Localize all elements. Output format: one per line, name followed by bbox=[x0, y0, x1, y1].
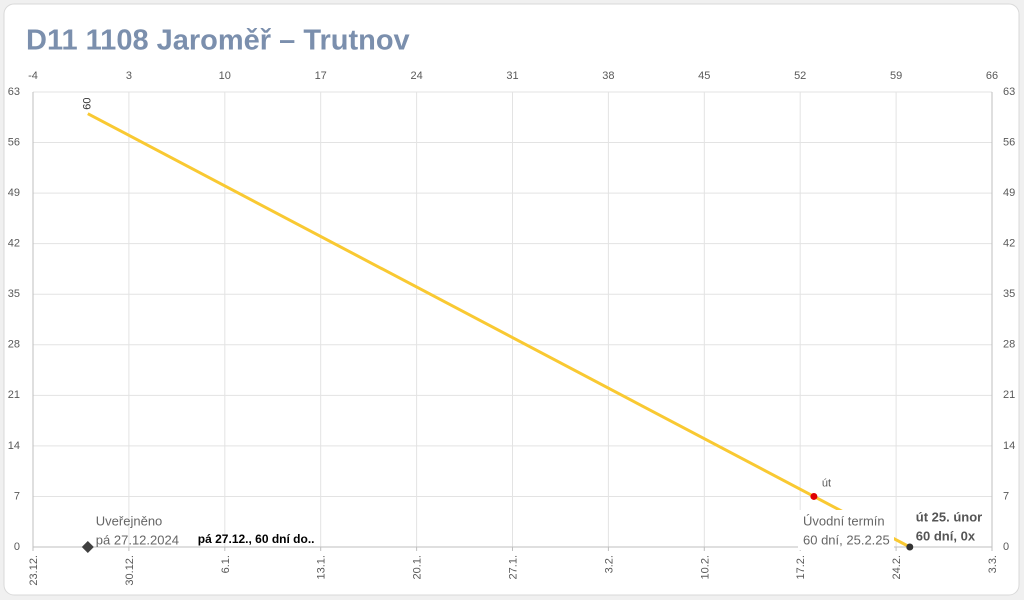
marker-label: út 25. únor bbox=[916, 509, 982, 524]
marker bbox=[81, 541, 94, 553]
x-tick-label: -4 bbox=[28, 70, 38, 82]
x-tick-label: 3 bbox=[126, 70, 132, 82]
x2-tick-label: 23.12. bbox=[28, 555, 40, 586]
series-line bbox=[87, 112, 911, 549]
x-tick-label: 10 bbox=[219, 70, 231, 82]
x2-tick-label: 24.2. bbox=[891, 555, 903, 579]
marker bbox=[906, 543, 914, 551]
x2-tick-label: 3.3. bbox=[987, 555, 999, 573]
marker-label: 60 dní, 0x bbox=[916, 528, 976, 543]
x-tick-label: 24 bbox=[410, 70, 422, 82]
y-tick-label: 14 bbox=[8, 440, 20, 452]
x-tick-label: 17 bbox=[315, 70, 327, 82]
y-tick-label: 56 bbox=[8, 136, 20, 148]
x2-tick-label: 13.1. bbox=[316, 555, 328, 579]
y2-tick-label: 28 bbox=[1003, 339, 1015, 351]
y2-tick-label: 56 bbox=[1003, 136, 1015, 148]
x-tick-label: 31 bbox=[506, 70, 518, 82]
marker bbox=[810, 492, 818, 500]
x2-tick-label: 6.1. bbox=[220, 555, 232, 573]
y2-tick-label: 42 bbox=[1003, 238, 1015, 250]
x2-tick-label: 3.2. bbox=[603, 555, 615, 573]
x2-tick-label: 10.2. bbox=[699, 555, 711, 579]
y-tick-label: 21 bbox=[8, 389, 20, 401]
y2-tick-label: 7 bbox=[1003, 490, 1009, 502]
y2-tick-label: 63 bbox=[1003, 86, 1015, 98]
x2-tick-label: 27.1. bbox=[508, 555, 520, 579]
marker-label: pá 27.12.2024 bbox=[96, 532, 179, 547]
y2-tick-label: 14 bbox=[1003, 440, 1015, 452]
x-tick-label: 38 bbox=[602, 70, 614, 82]
chart-title: D11 1108 Jaroměř – Trutnov bbox=[26, 25, 410, 57]
y2-tick-label: 0 bbox=[1003, 541, 1009, 553]
y-tick-label: 42 bbox=[8, 238, 20, 250]
x2-tick-label: 20.1. bbox=[412, 555, 424, 579]
value-label: 60 bbox=[82, 98, 94, 110]
x-tick-label: 45 bbox=[698, 70, 710, 82]
marker-label: út bbox=[822, 477, 831, 489]
x-tick-label: 52 bbox=[794, 70, 806, 82]
y-tick-label: 7 bbox=[14, 490, 20, 502]
x2-tick-label: 17.2. bbox=[795, 555, 807, 579]
card bbox=[3, 3, 1020, 596]
y-tick-label: 35 bbox=[8, 288, 20, 300]
y2-tick-label: 35 bbox=[1003, 288, 1015, 300]
y-tick-label: 0 bbox=[14, 541, 20, 553]
x-tick-label: 59 bbox=[890, 70, 902, 82]
y-tick-label: 49 bbox=[8, 187, 20, 199]
annotation-bg bbox=[798, 510, 894, 550]
annotation: 60 dní, 25.2.25 bbox=[803, 532, 890, 547]
y2-tick-label: 49 bbox=[1003, 187, 1015, 199]
x-tick-label: 66 bbox=[986, 70, 998, 82]
annotation: Úvodní termín bbox=[803, 513, 885, 528]
y2-tick-label: 21 bbox=[1003, 389, 1015, 401]
x2-tick-label: 30.12. bbox=[124, 555, 136, 586]
y-tick-label: 28 bbox=[8, 339, 20, 351]
marker-note: pá 27.12., 60 dní do.. bbox=[198, 532, 315, 546]
y-tick-label: 63 bbox=[8, 86, 20, 98]
marker-label: Uveřejněno bbox=[96, 513, 163, 528]
